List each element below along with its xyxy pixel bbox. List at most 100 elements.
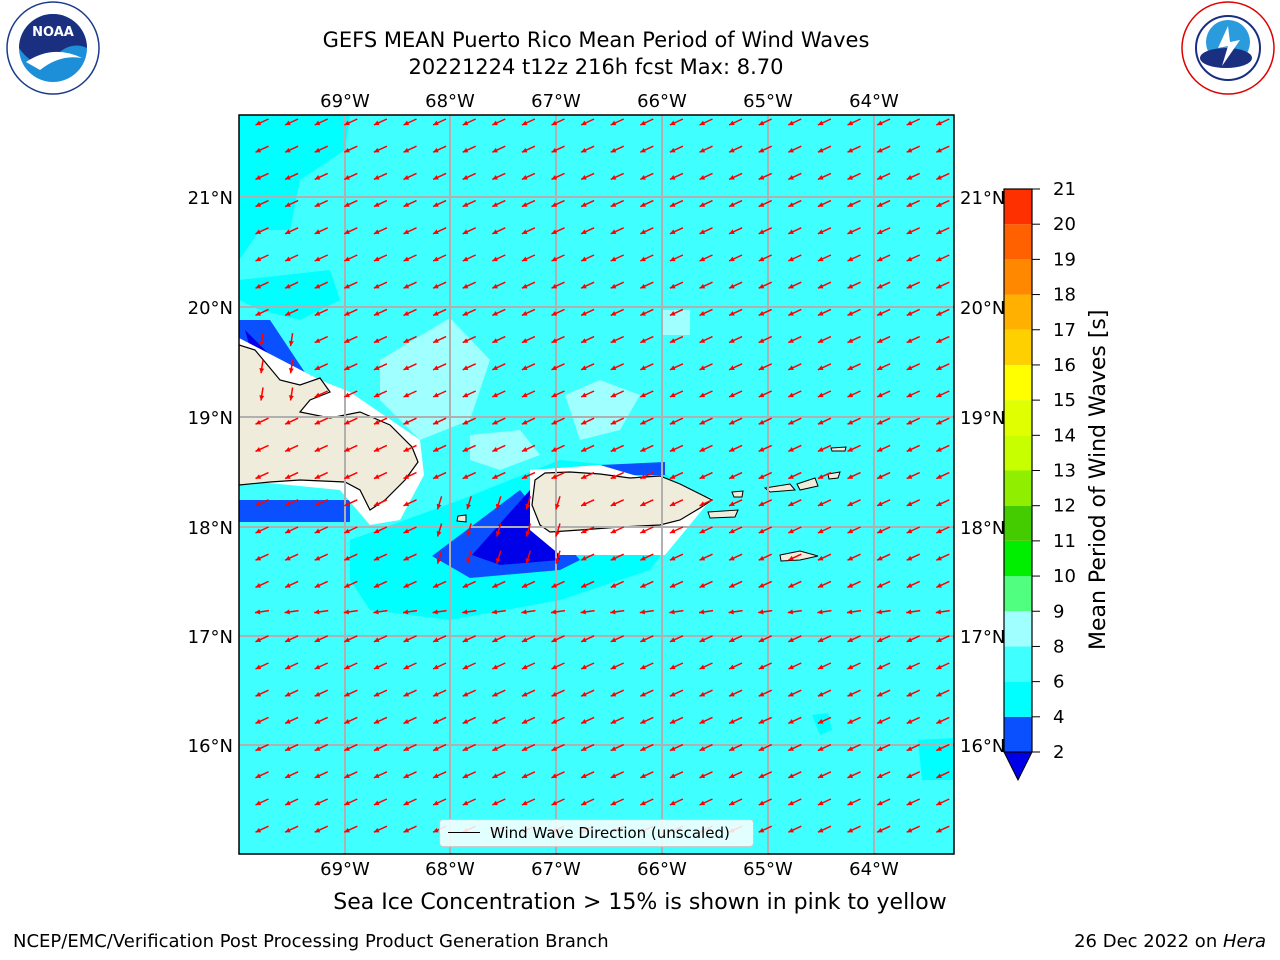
wind-arrow <box>876 798 891 806</box>
wind-arrow <box>935 471 950 480</box>
wind-arrow <box>255 526 269 534</box>
wind-arrow <box>935 716 950 725</box>
wind-arrow <box>462 281 477 289</box>
wind-arrow <box>432 635 447 643</box>
wind-arrow <box>699 417 713 425</box>
wind-arrow <box>728 172 743 181</box>
wind-arrow <box>876 199 891 208</box>
wind-arrow <box>462 335 477 344</box>
wind-arrow <box>491 471 506 480</box>
wind-arrow <box>935 635 950 643</box>
colorbar-segment <box>1004 189 1032 225</box>
wind-arrow <box>847 635 861 643</box>
wind-arrow <box>255 499 269 507</box>
lon-label-bottom: 66°W <box>637 859 687 880</box>
wind-arrow <box>284 308 299 317</box>
wind-arrow <box>436 550 443 564</box>
wind-arrow <box>255 417 269 425</box>
wind-arrow <box>758 526 773 534</box>
wind-arrow <box>284 281 299 289</box>
wind-arrow <box>847 227 861 235</box>
lat-label-left: 20°N <box>188 298 233 319</box>
wind-arrow <box>699 118 713 126</box>
wind-arrow <box>758 199 773 208</box>
wind-arrow <box>432 743 447 752</box>
wind-arrow <box>758 172 773 181</box>
wind-arrow <box>284 526 299 534</box>
wind-arrow <box>758 417 773 425</box>
wind-arrow <box>610 145 625 153</box>
wind-arrow <box>906 499 921 507</box>
wind-arrow <box>403 825 417 833</box>
colorbar-tick-label: 19 <box>1053 249 1076 270</box>
wind-arrow <box>491 281 506 289</box>
wind-arrow <box>373 281 388 289</box>
wind-arrow <box>551 798 565 806</box>
wind-arrow <box>373 553 388 561</box>
wind-arrow <box>521 580 536 589</box>
wind-arrow <box>284 771 299 779</box>
wind-arrow <box>758 609 773 615</box>
chart-title-line-2: 20221224 t12z 216h fcst Max: 8.70 <box>408 55 784 79</box>
wind-arrow <box>699 499 713 507</box>
wind-arrow <box>906 444 921 453</box>
wind-arrow <box>462 444 477 453</box>
colorbar-segment <box>1004 364 1032 401</box>
wind-arrow <box>521 771 536 779</box>
wind-arrow <box>758 743 773 752</box>
wind-arrow <box>436 523 443 537</box>
wind-arrow <box>373 444 388 453</box>
wind-arrow <box>758 553 773 561</box>
wind-arrow <box>610 335 625 344</box>
wind-arrow <box>551 145 565 153</box>
wind-arrow <box>787 281 802 289</box>
wind-arrow <box>847 553 861 561</box>
wind-arrow <box>876 553 891 561</box>
wind-arrow <box>610 308 625 317</box>
wind-arrow <box>551 254 565 262</box>
wind-arrow <box>491 609 506 615</box>
wind-arrow <box>876 825 891 833</box>
wind-arrow <box>403 390 417 398</box>
wind-arrow <box>521 689 536 697</box>
wind-arrow <box>432 716 447 725</box>
wind-arrow <box>906 635 921 643</box>
wind-arrow <box>817 308 832 317</box>
wind-arrow <box>935 526 950 534</box>
wind-arrow <box>639 145 654 153</box>
colorbar-segment <box>1004 329 1032 365</box>
lon-label-bottom: 64°W <box>849 859 899 880</box>
wind-arrow <box>466 523 472 537</box>
wind-arrow <box>580 335 595 344</box>
wind-arrow <box>817 798 832 806</box>
wind-arrow <box>551 662 565 670</box>
lat-label-left: 18°N <box>188 518 233 539</box>
wind-arrow <box>817 580 832 589</box>
wind-arrow <box>847 308 861 317</box>
wind-arrow <box>580 716 595 725</box>
wind-arrow <box>462 716 477 725</box>
wind-arrow <box>259 332 265 347</box>
wind-arrow <box>787 335 802 344</box>
wind-arrow <box>876 471 891 480</box>
wind-arrow <box>551 417 565 425</box>
wind-arrow <box>728 254 743 262</box>
wind-arrow <box>906 471 921 480</box>
wind-arrow <box>580 689 595 697</box>
wind-arrow <box>551 308 565 317</box>
wind-arrow <box>432 199 447 208</box>
wind-arrow <box>758 335 773 344</box>
wind-arrow <box>580 526 595 534</box>
wind-arrow <box>728 743 743 752</box>
wind-arrow <box>551 771 565 779</box>
wind-arrow <box>699 553 713 561</box>
wind-arrow <box>728 199 743 208</box>
wind-arrow <box>432 335 447 344</box>
lon-label-top: 68°W <box>425 91 475 112</box>
wind-arrow <box>255 553 269 561</box>
wind-arrow <box>699 444 713 453</box>
wind-arrow <box>935 553 950 561</box>
wind-arrow <box>403 172 417 181</box>
wind-arrow <box>817 390 832 398</box>
wind-arrow <box>610 499 625 507</box>
